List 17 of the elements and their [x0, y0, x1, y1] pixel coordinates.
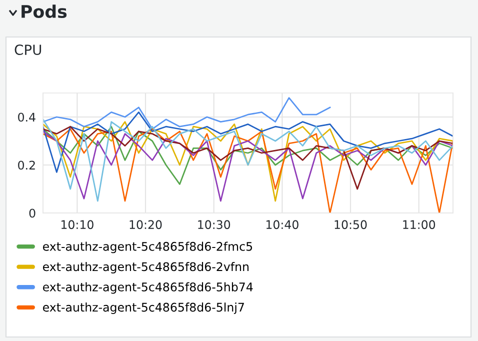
text: Pods — [22, 4, 67, 18]
legend-label: ext-authz-agent-5c4865f8d6-2fmc5 — [42, 242, 252, 254]
y-tick-label: 0.4 — [18, 112, 36, 122]
chart-title: CPU — [14, 44, 42, 56]
legend-label: ext-authz-agent-5c4865f8d6-5lnj7 — [42, 302, 244, 314]
x-tick-label: 10:20 — [130, 220, 162, 230]
legend-label: ext-authz-agent-5c4865f8d6-2vfnn — [42, 262, 249, 274]
legend-label: ext-authz-agent-5c4865f8d6-5hb74 — [42, 282, 253, 294]
line-series — [43, 97, 331, 130]
y-tick-label: 0.2 — [18, 160, 35, 170]
y-tick-label: 0 — [29, 208, 36, 218]
x-tick-label: 11:00 — [403, 220, 436, 230]
line-series — [43, 112, 453, 173]
x-tick-label: 10:40 — [266, 220, 298, 230]
x-tick-label: 10:10 — [61, 220, 94, 230]
x-tick-label: 10:50 — [334, 220, 367, 230]
x-tick-label: 10:30 — [198, 220, 230, 230]
